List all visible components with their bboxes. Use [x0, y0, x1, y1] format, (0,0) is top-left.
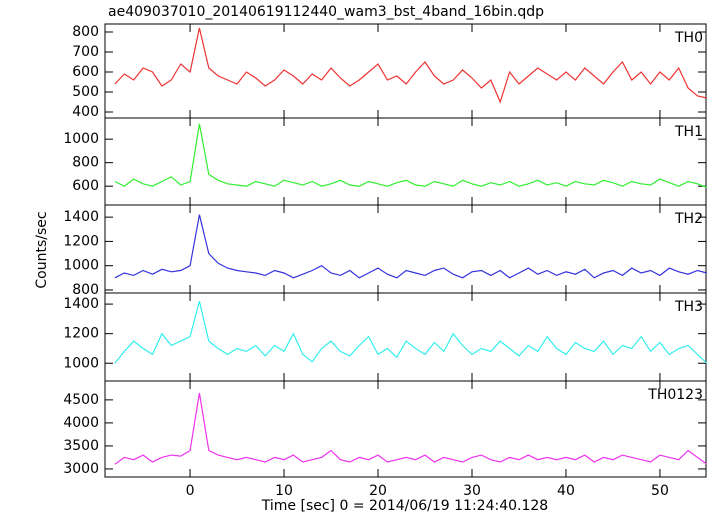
panel-frame [104, 380, 707, 478]
y-tick-label: 1400 [63, 209, 99, 225]
x-tick-label: 0 [186, 483, 195, 499]
y-tick-label: 500 [72, 84, 99, 100]
y-tick-label: 4000 [63, 415, 99, 431]
panel-frame [104, 117, 707, 206]
chart-title: ae409037010_20140619112440_wam3_bst_4ban… [108, 4, 544, 20]
light-curve [114, 300, 708, 364]
y-tick-label: 400 [72, 104, 99, 120]
y-tick-label: 1200 [63, 326, 99, 342]
panel-frame [104, 204, 707, 294]
light-curve [114, 27, 708, 104]
y-tick-label: 600 [72, 178, 99, 194]
panel-frame [104, 23, 707, 119]
y-tick-label: 600 [72, 64, 99, 80]
y-tick-label: 700 [72, 44, 99, 60]
y-tick-label: 1000 [63, 355, 99, 371]
x-axis-label: Time [sec] 0 = 2014/06/19 11:24:40.128 [261, 498, 548, 514]
y-tick-label: 800 [72, 282, 99, 298]
y-tick-label: 3500 [63, 438, 99, 454]
y-tick-label: 1000 [63, 258, 99, 274]
y-axis-label: Counts/sec [34, 211, 50, 288]
panel-label: TH1 [674, 124, 703, 140]
y-tick-label: 4500 [63, 392, 99, 408]
y-tick-label: 1200 [63, 233, 99, 249]
panel-label: TH2 [674, 211, 703, 227]
panel-label: TH3 [674, 299, 703, 315]
y-tick-label: 1400 [63, 296, 99, 312]
y-tick-label: 3000 [63, 461, 99, 477]
panel-label: TH0 [674, 30, 703, 46]
x-tick-label: 20 [369, 483, 387, 499]
x-tick-label: 50 [651, 483, 669, 499]
x-tick-label: 30 [463, 483, 481, 499]
y-tick-label: 1000 [63, 131, 99, 147]
panel-frame [104, 292, 707, 382]
y-tick-label: 800 [72, 24, 99, 40]
light-curve [114, 214, 708, 279]
y-tick-label: 800 [72, 155, 99, 171]
x-tick-label: 10 [275, 483, 293, 499]
panel-label: TH0123 [647, 387, 703, 403]
x-tick-label: 40 [557, 483, 575, 499]
light-curve [114, 123, 708, 188]
light-curve [114, 392, 708, 465]
